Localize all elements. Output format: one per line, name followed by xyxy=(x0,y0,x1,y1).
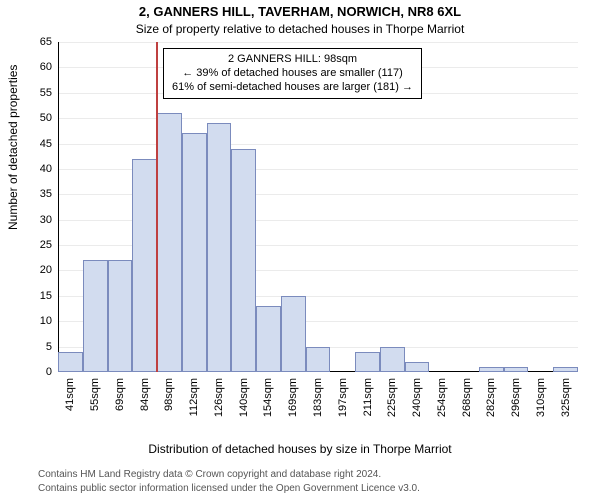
histogram-bar xyxy=(405,362,430,372)
y-tick-label: 55 xyxy=(40,87,52,99)
y-tick-label: 50 xyxy=(40,112,52,124)
x-tick-label: 98sqm xyxy=(163,378,175,411)
annotation-line-1: 2 GANNERS HILL: 98sqm xyxy=(172,53,413,67)
chart-title: 2, GANNERS HILL, TAVERHAM, NORWICH, NR8 … xyxy=(0,4,600,19)
x-tick-label: 84sqm xyxy=(139,378,151,411)
histogram-bar xyxy=(281,296,306,372)
x-tick-label: 69sqm xyxy=(114,378,126,411)
histogram-bar xyxy=(157,113,182,372)
y-tick-label: 45 xyxy=(40,138,52,150)
x-tick-label: 254sqm xyxy=(436,378,448,417)
x-tick-label: 240sqm xyxy=(411,378,423,417)
histogram-bar xyxy=(207,123,232,372)
plot-area: 0510152025303540455055606541sqm55sqm69sq… xyxy=(58,42,578,372)
x-tick-label: 225sqm xyxy=(386,378,398,417)
annotation-line-2: ← 39% of detached houses are smaller (11… xyxy=(172,67,413,81)
histogram-bar xyxy=(380,347,405,372)
x-axis-label: Distribution of detached houses by size … xyxy=(0,442,600,456)
y-tick-label: 10 xyxy=(40,315,52,327)
y-tick-label: 15 xyxy=(40,290,52,302)
histogram-bar xyxy=(553,367,578,372)
annotation-box: 2 GANNERS HILL: 98sqm ← 39% of detached … xyxy=(163,48,422,99)
gridline xyxy=(58,144,578,145)
x-tick-label: 55sqm xyxy=(89,378,101,411)
histogram-bar xyxy=(479,367,504,372)
y-tick-label: 20 xyxy=(40,264,52,276)
footer-line-2: Contains public sector information licen… xyxy=(38,483,420,494)
y-tick-label: 40 xyxy=(40,163,52,175)
y-tick-label: 35 xyxy=(40,188,52,200)
y-tick-label: 25 xyxy=(40,239,52,251)
reference-line xyxy=(156,42,158,372)
y-tick-label: 5 xyxy=(46,341,52,353)
x-tick-label: 282sqm xyxy=(485,378,497,417)
y-tick-label: 65 xyxy=(40,36,52,48)
x-tick-label: 211sqm xyxy=(362,378,374,416)
histogram-bar xyxy=(355,352,380,372)
histogram-bar xyxy=(58,352,83,372)
y-tick-label: 0 xyxy=(46,366,52,378)
x-tick-label: 112sqm xyxy=(188,378,200,416)
histogram-bar xyxy=(231,149,256,372)
histogram-bar xyxy=(108,260,133,372)
y-axis-label: Number of detached properties xyxy=(6,65,20,230)
y-tick-label: 30 xyxy=(40,214,52,226)
x-tick-label: 126sqm xyxy=(213,378,225,417)
x-tick-label: 197sqm xyxy=(337,378,349,417)
x-tick-label: 154sqm xyxy=(262,378,274,417)
histogram-bar xyxy=(182,133,207,372)
x-tick-label: 268sqm xyxy=(461,378,473,417)
chart-container: { "title": "2, GANNERS HILL, TAVERHAM, N… xyxy=(0,0,600,500)
y-tick-label: 60 xyxy=(40,61,52,73)
histogram-bar xyxy=(256,306,281,372)
x-tick-label: 41sqm xyxy=(64,378,76,411)
x-tick-label: 169sqm xyxy=(287,378,299,417)
histogram-bar xyxy=(504,367,529,372)
footer-line-1: Contains HM Land Registry data © Crown c… xyxy=(38,469,381,480)
histogram-bar xyxy=(132,159,157,372)
y-axis-line xyxy=(58,42,59,372)
annotation-line-3: 61% of semi-detached houses are larger (… xyxy=(172,81,413,95)
x-tick-label: 310sqm xyxy=(535,378,547,417)
x-tick-label: 296sqm xyxy=(510,378,522,417)
histogram-bar xyxy=(306,347,331,372)
x-tick-label: 183sqm xyxy=(312,378,324,417)
gridline xyxy=(58,118,578,119)
chart-subtitle: Size of property relative to detached ho… xyxy=(0,22,600,36)
x-tick-label: 140sqm xyxy=(238,378,250,417)
histogram-bar xyxy=(83,260,108,372)
gridline xyxy=(58,42,578,43)
x-tick-label: 325sqm xyxy=(560,378,572,417)
